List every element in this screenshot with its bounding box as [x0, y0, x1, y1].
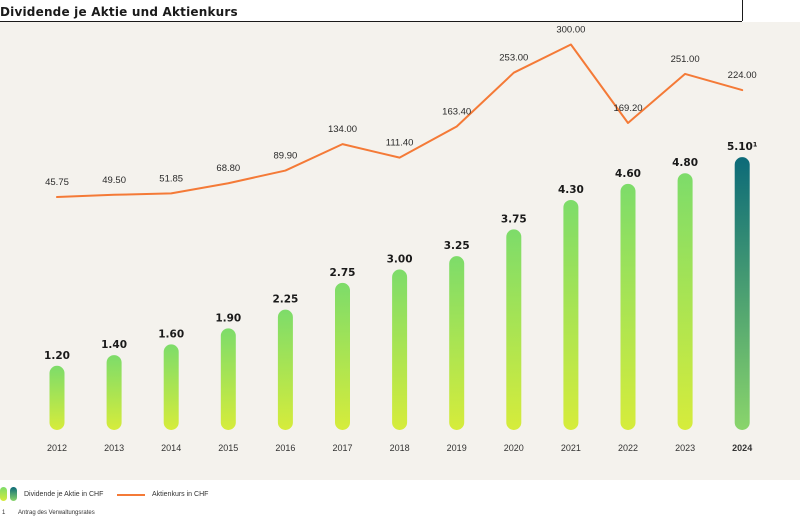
- bar-label-2022: 4.60: [615, 168, 641, 180]
- line-label-2019: 163.40: [442, 106, 471, 117]
- x-tick-label-2017: 2017: [332, 443, 352, 453]
- bar-label-2014: 1.60: [158, 328, 184, 340]
- bar-label-2016: 2.25: [272, 294, 298, 306]
- line-label-2014: 51.85: [159, 173, 183, 184]
- legend-swatch-dividend-proposal: [10, 487, 17, 501]
- bar-dividend-2015: [220, 328, 236, 430]
- bar-label-2024: 5.10¹: [727, 141, 758, 153]
- bar-dividend-2013: [106, 355, 122, 430]
- x-tick-label-2020: 2020: [504, 443, 524, 453]
- bar-dividend-2014: [163, 344, 179, 430]
- line-label-2024: 224.00: [728, 70, 757, 81]
- line-label-2021: 300.00: [556, 25, 585, 36]
- bar-dividend-2024: [734, 157, 750, 430]
- bar-dividend-2022: [620, 183, 636, 430]
- bar-dividend-2023: [677, 173, 693, 430]
- bar-label-2012: 1.20: [44, 350, 70, 362]
- line-label-2012: 45.75: [45, 177, 69, 188]
- x-tick-label-2013: 2013: [104, 443, 124, 453]
- bar-label-2013: 1.40: [101, 339, 127, 351]
- x-tick-label-2015: 2015: [218, 443, 238, 453]
- legend-swatch-price: [117, 494, 145, 496]
- x-tick-label-2019: 2019: [447, 443, 467, 453]
- footnote-number: 1: [2, 510, 6, 516]
- x-tick-label-2016: 2016: [275, 443, 295, 453]
- bar-dividend-2017: [335, 282, 350, 430]
- bar-label-2017: 2.75: [330, 267, 356, 279]
- line-label-2016: 89.90: [274, 151, 298, 162]
- bar-label-2023: 4.80: [672, 157, 698, 169]
- line-label-2018: 111.40: [386, 138, 414, 149]
- x-tick-label-2014: 2014: [161, 443, 181, 453]
- x-tick-label-2012: 2012: [47, 443, 67, 453]
- legend-swatch-dividend: [0, 487, 7, 501]
- x-tick-label-2018: 2018: [390, 443, 410, 453]
- line-label-2023: 251.00: [671, 54, 700, 65]
- x-tick-label-2023: 2023: [675, 443, 695, 453]
- title-divider: [0, 21, 742, 22]
- chart-legend: Dividende je Aktie in CHF Aktienkurs in …: [0, 487, 800, 503]
- line-label-2015: 68.80: [216, 163, 240, 174]
- legend-label-price: Aktienkurs in CHF: [152, 491, 209, 498]
- bar-label-2015: 1.90: [215, 312, 241, 324]
- chart-title: Dividende je Aktie und Aktienkurs: [0, 5, 238, 19]
- line-label-2017: 134.00: [328, 124, 357, 135]
- footnote: 1 Antrag des Verwaltungsrates: [2, 510, 95, 516]
- footnote-text: Antrag des Verwaltungsrates: [18, 510, 95, 516]
- legend-label-dividend: Dividende je Aktie in CHF: [24, 491, 104, 498]
- bar-label-2019: 3.25: [444, 240, 470, 252]
- bar-dividend-2021: [563, 199, 579, 430]
- bar-dividend-2016: [277, 309, 293, 430]
- bar-dividend-2018: [392, 269, 408, 430]
- bar-dividend-2019: [449, 256, 465, 430]
- bar-label-2021: 4.30: [558, 184, 584, 196]
- bar-dividend-2012: [49, 365, 65, 430]
- line-label-2022: 169.20: [613, 103, 642, 114]
- title-divider-vertical: [742, 0, 743, 21]
- x-tick-label-2024: 2024: [732, 443, 752, 453]
- x-tick-label-2022: 2022: [618, 443, 638, 453]
- bar-label-2018: 3.00: [387, 254, 413, 266]
- bar-dividend-2020: [506, 229, 522, 430]
- price-line: [56, 43, 744, 199]
- line-label-2013: 49.50: [102, 175, 126, 186]
- line-label-2020: 253.00: [499, 53, 528, 64]
- x-tick-label-2021: 2021: [561, 443, 581, 453]
- bar-label-2020: 3.75: [501, 213, 527, 225]
